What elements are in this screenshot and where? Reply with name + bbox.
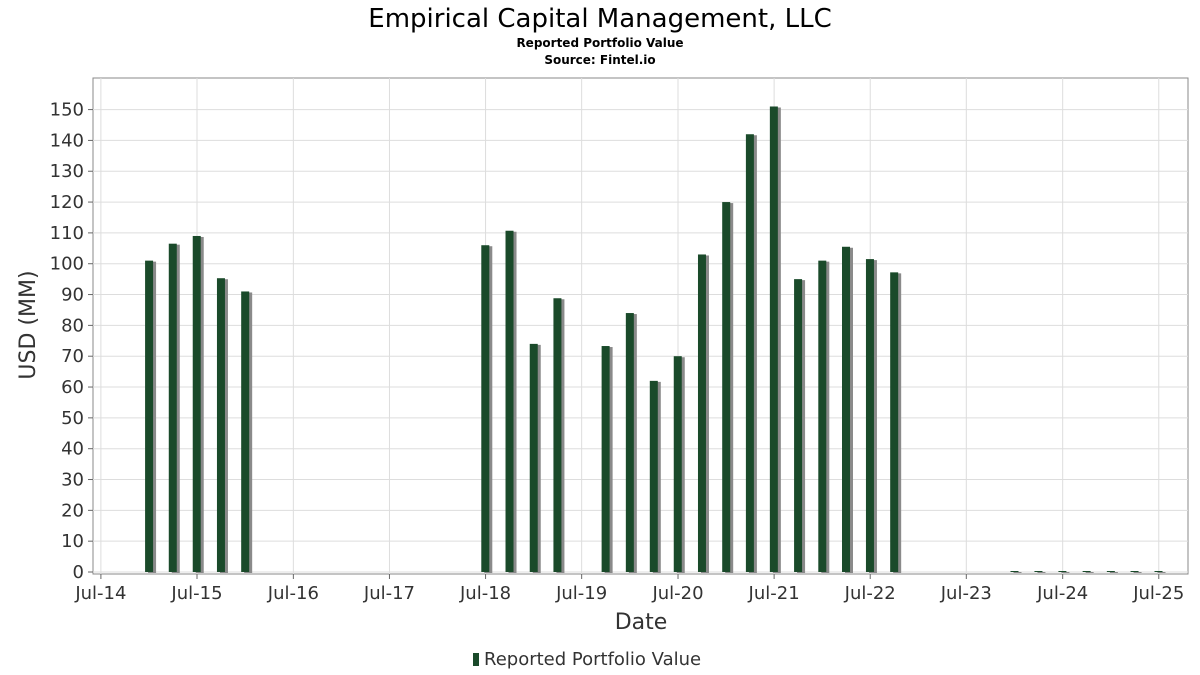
y-tick-label: 120 — [50, 192, 84, 213]
y-tick-label: 140 — [50, 130, 84, 151]
x-tick-label: Jul-16 — [267, 583, 319, 604]
y-tick-label: 130 — [50, 161, 84, 182]
bar — [649, 380, 658, 572]
bar — [697, 254, 706, 572]
bar — [505, 230, 514, 572]
bar — [168, 243, 177, 573]
y-tick-label: 20 — [61, 500, 84, 521]
y-tick-label: 30 — [61, 470, 84, 491]
bar — [481, 245, 490, 572]
x-tick-label: Jul-25 — [1132, 583, 1184, 604]
bar — [818, 260, 827, 572]
x-tick-label: Jul-24 — [1036, 583, 1088, 604]
bar — [1034, 571, 1043, 572]
chart-subtitle: Reported Portfolio Value — [516, 36, 683, 50]
bar — [865, 259, 874, 572]
legend: Reported Portfolio Value — [473, 649, 701, 670]
legend-label: Reported Portfolio Value — [484, 649, 701, 670]
chart-source: Source: Fintel.io — [544, 53, 655, 67]
plot-area — [92, 77, 1189, 575]
bar-shadow — [1133, 572, 1142, 573]
bar — [1058, 571, 1067, 572]
bar — [1106, 571, 1115, 572]
x-tick-label: Jul-20 — [651, 583, 703, 604]
x-tick-label: Jul-15 — [170, 583, 222, 604]
bar — [625, 313, 634, 572]
x-tick-label: Jul-19 — [555, 583, 607, 604]
y-tick-label: 90 — [61, 285, 84, 306]
bar — [601, 346, 610, 572]
bar-shadow — [1013, 572, 1022, 573]
x-tick-label: Jul-17 — [363, 583, 415, 604]
y-tick-label: 100 — [50, 254, 84, 275]
legend-swatch — [473, 653, 479, 666]
x-axis-title: Date — [615, 610, 668, 635]
y-axis-title: USD (MM) — [16, 270, 41, 379]
bars — [145, 106, 1166, 574]
bar — [769, 106, 778, 572]
bar — [145, 260, 154, 572]
bar-shadow — [1061, 572, 1070, 573]
bar — [794, 279, 803, 572]
bar — [553, 298, 562, 572]
bar — [890, 272, 899, 572]
bar-shadow — [1085, 572, 1094, 573]
y-axis: 0 10 20 30 40 50 60 70 80 90 100 110 120 130 140 150 — [50, 100, 93, 583]
x-tick-label: Jul-23 — [940, 583, 992, 604]
chart-title: Empirical Capital Management, LLC — [368, 4, 831, 34]
x-tick-label: Jul-21 — [748, 583, 800, 604]
bar — [192, 235, 201, 572]
bar — [722, 202, 731, 572]
y-tick-label: 40 — [61, 439, 84, 460]
y-tick-label: 60 — [61, 377, 84, 398]
bar — [529, 343, 538, 572]
x-axis: Jul-14 Jul-15 Jul-16 Jul-17 Jul-18 Jul-19 Jul-… — [74, 574, 1184, 604]
bar — [1082, 571, 1091, 572]
bar-shadow — [1157, 572, 1166, 573]
bar — [1154, 571, 1163, 572]
y-tick-label: 0 — [73, 562, 84, 583]
bar — [241, 291, 250, 572]
bar — [745, 134, 754, 572]
bar — [673, 356, 682, 572]
y-tick-label: 80 — [61, 315, 84, 336]
bar-shadow — [1109, 572, 1118, 573]
x-tick-label: Jul-22 — [844, 583, 896, 604]
y-tick-label: 50 — [61, 408, 84, 429]
x-tick-label: Jul-18 — [459, 583, 511, 604]
bar — [216, 278, 225, 572]
bar — [1130, 571, 1139, 572]
x-tick-label: Jul-14 — [74, 583, 126, 604]
y-tick-label: 110 — [50, 223, 84, 244]
bar — [841, 246, 850, 572]
bar — [1010, 571, 1019, 572]
bar-shadow — [1037, 572, 1046, 573]
y-tick-label: 70 — [61, 346, 84, 367]
y-tick-label: 150 — [50, 100, 84, 121]
y-tick-label: 10 — [61, 531, 84, 552]
